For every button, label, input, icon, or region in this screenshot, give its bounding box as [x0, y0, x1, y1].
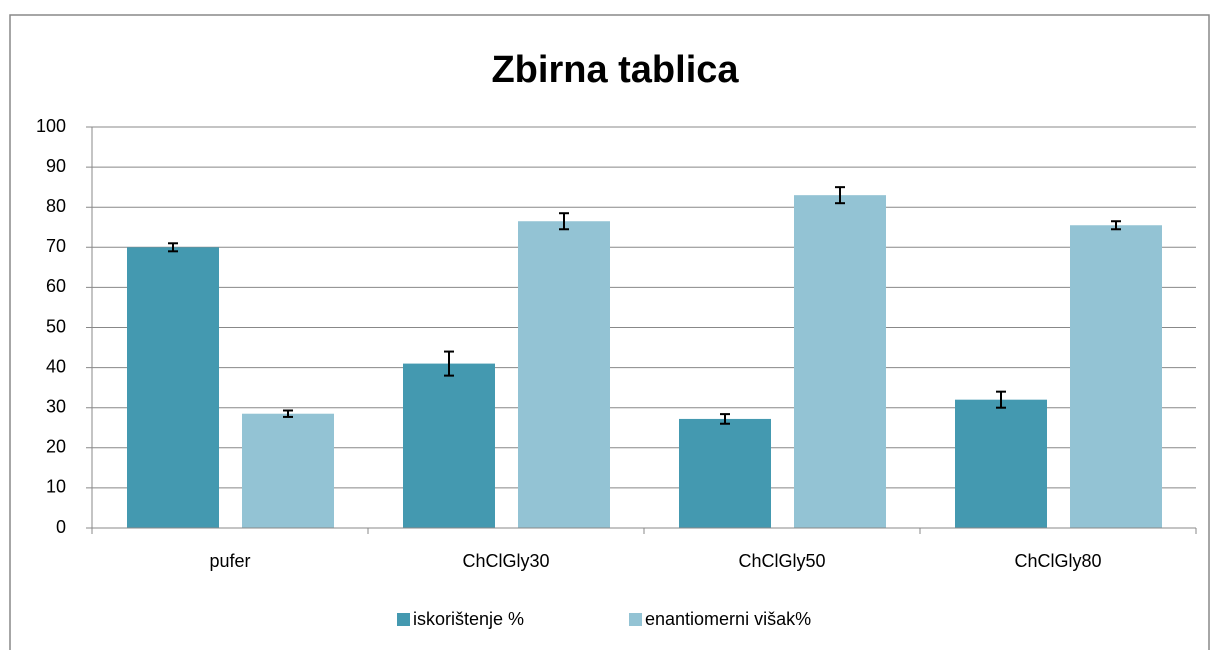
- y-tick-label: 40: [46, 356, 66, 376]
- error-bar: [835, 186, 845, 205]
- chart-title: Zbirna tablica: [491, 49, 739, 91]
- bar: [679, 418, 771, 528]
- legend-swatch: [397, 613, 410, 626]
- bar: [1070, 225, 1162, 528]
- bar: [518, 221, 610, 529]
- bar: [127, 247, 219, 529]
- error-bar: [720, 413, 730, 425]
- error-bar: [559, 212, 569, 231]
- legend-label: iskorištenje %: [413, 609, 524, 629]
- error-bar: [168, 242, 178, 253]
- y-tick-label: 70: [46, 236, 66, 256]
- x-tick-label: pufer: [209, 551, 250, 571]
- x-tick-label: ChClGly80: [1014, 551, 1101, 571]
- y-tick-label: 60: [46, 276, 66, 296]
- bar: [242, 413, 334, 528]
- bar: [955, 399, 1047, 528]
- y-tick-label: 30: [46, 396, 66, 416]
- y-tick-label: 20: [46, 437, 66, 457]
- y-tick-label: 80: [46, 196, 66, 216]
- y-tick-label: 90: [46, 156, 66, 176]
- legend-swatch: [629, 613, 642, 626]
- error-bar: [283, 409, 293, 418]
- y-tick-label: 0: [56, 517, 66, 537]
- legend-label: enantiomerni višak%: [645, 609, 811, 629]
- x-tick-label: ChClGly30: [462, 551, 549, 571]
- error-bar: [996, 390, 1006, 409]
- error-bar: [1111, 220, 1121, 231]
- y-tick-label: 50: [46, 316, 66, 336]
- y-tick-label: 10: [46, 477, 66, 497]
- bar: [794, 195, 886, 529]
- y-tick-label: 100: [36, 116, 66, 136]
- error-bar: [444, 350, 454, 377]
- x-tick-label: ChClGly50: [738, 551, 825, 571]
- bar: [403, 363, 495, 528]
